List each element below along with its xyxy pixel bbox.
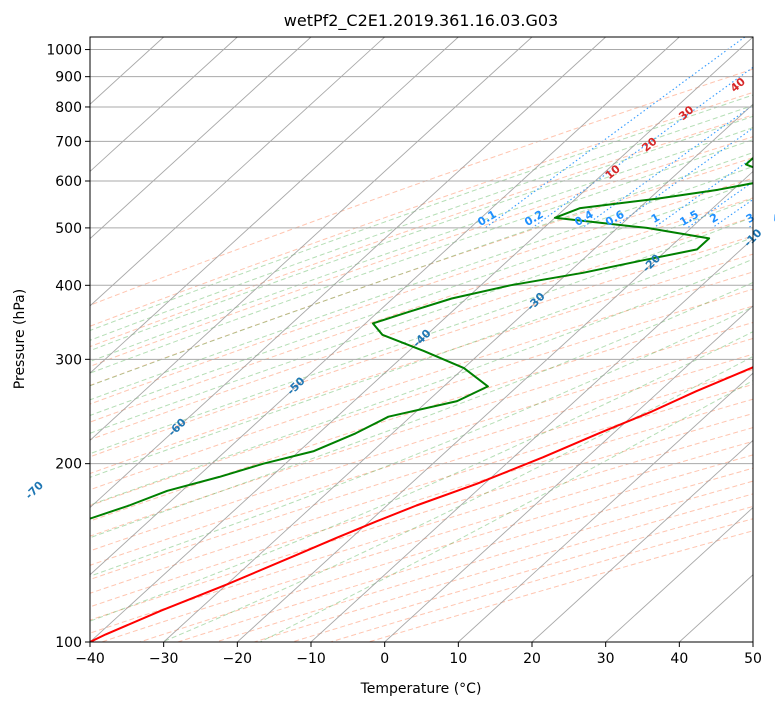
isotherm [605, 506, 753, 642]
moist-adiabat [90, 115, 753, 352]
x-tick-label: 20 [523, 651, 541, 667]
isotherm [90, 37, 606, 509]
mixing-ratio-line [484, 37, 746, 229]
isotherm [458, 372, 753, 642]
y-tick-label: 600 [55, 174, 82, 190]
moist-adiabat [90, 281, 753, 539]
temperature-profile-line [90, 366, 753, 642]
y-tick-label: 100 [55, 635, 82, 651]
y-tick-label: 700 [55, 134, 82, 150]
isotherm [237, 170, 753, 642]
isotherm [531, 439, 753, 642]
moist-adiabat [90, 306, 753, 577]
isotherm [163, 103, 753, 642]
plot-frame [89, 36, 754, 643]
y-tick-label: 300 [55, 352, 82, 368]
y-tick-label: 400 [55, 278, 82, 294]
dry-adiabat [90, 305, 753, 522]
mixing-ratio-line [531, 66, 753, 229]
x-tick-label: 30 [597, 651, 615, 667]
axis-ticks: −40 −30 −20 −10 0 10 20 30 40 50 1000 900 800 700 600 5… [46, 43, 762, 667]
moist-adiabat [162, 355, 753, 642]
moist-adiabat [90, 216, 753, 455]
isotherm [384, 305, 753, 642]
dry-adiabat [90, 68, 753, 306]
x-tick-label: 50 [744, 651, 762, 667]
y-tick-label: 1000 [46, 43, 82, 59]
x-tick-label: −40 [75, 651, 105, 667]
isotherm [90, 37, 238, 173]
dry-adiabat [90, 383, 753, 594]
dry-adiabat [90, 369, 753, 580]
dry-adiabat [90, 337, 753, 552]
x-axis-title: Temperature (°C) [360, 681, 482, 697]
y-tick-label: 900 [55, 70, 82, 86]
isotherm [90, 37, 753, 642]
x-tick-label: −30 [149, 651, 179, 667]
mixing-ratio-line [653, 157, 753, 229]
y-tick-label: 800 [55, 100, 82, 116]
isotherm [752, 641, 753, 642]
x-tick-label: 40 [670, 651, 688, 667]
dry-adiabat [90, 321, 753, 537]
y-tick-label: 200 [55, 457, 82, 473]
isotherm [90, 37, 459, 374]
moist-adiabat [90, 331, 753, 622]
moist-adiabat [90, 236, 753, 478]
x-tick-label: 0 [380, 651, 389, 667]
profile-lines [90, 156, 753, 642]
isotherm-label: -70 [23, 479, 46, 502]
isotherm [90, 37, 680, 576]
background-lines [90, 37, 753, 642]
plot-border [89, 36, 754, 643]
isotherm [310, 238, 753, 642]
y-tick-label: 500 [55, 221, 82, 237]
dry-adiabat [90, 353, 753, 566]
dry-adiabat [90, 114, 753, 348]
moist-adiabat [90, 198, 753, 434]
moist-adiabat [90, 166, 753, 401]
y-axis-title: Pressure (hPa) [12, 289, 28, 389]
isotherm [90, 37, 385, 307]
isotherm [90, 37, 533, 441]
mixing-ratio-label: 4 [770, 211, 775, 226]
isotherm [90, 37, 312, 240]
moist-adiabat [90, 181, 753, 416]
x-tick-label: 10 [449, 651, 467, 667]
chart-title: wetPf2_C2E1.2019.361.16.03.G03 [284, 11, 558, 31]
x-tick-label: −10 [296, 651, 326, 667]
dewpoint-profile-line [90, 156, 753, 520]
x-tick-label: −20 [223, 651, 253, 667]
